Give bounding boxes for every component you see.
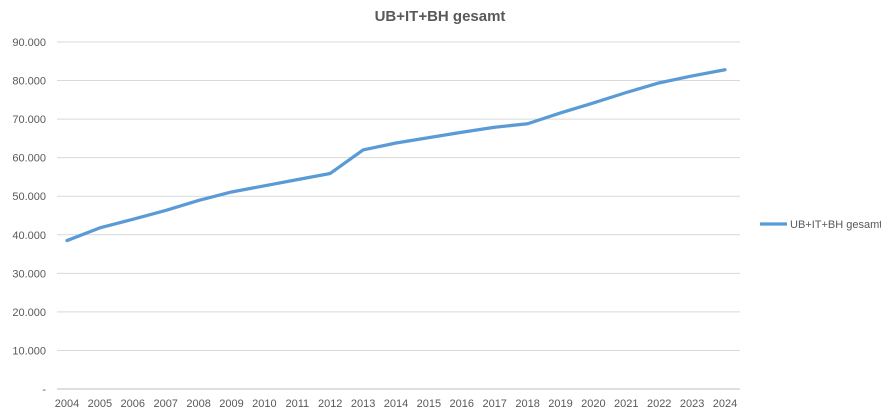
x-axis-tick-label: 2009	[219, 398, 243, 410]
x-axis-tick-label: 2006	[121, 398, 145, 410]
legend: UB+IT+BH gesamt	[760, 219, 881, 231]
x-axis-tick-label: 2021	[614, 398, 638, 410]
x-axis-tick-label: 2014	[384, 398, 408, 410]
x-axis-tick-label: 2019	[548, 398, 572, 410]
legend-label: UB+IT+BH gesamt	[790, 219, 881, 231]
y-axis-labels: - 10.000 20.000 30.000 40.000 50.000 60.000 70.…	[12, 37, 46, 396]
y-axis-tick-label: 90.000	[12, 37, 46, 49]
x-axis-tick-label: 2024	[713, 398, 737, 410]
gridlines	[57, 41, 740, 390]
x-axis-tick-label: 2005	[88, 398, 112, 410]
data-line-ub-it-bh-gesamt	[65, 68, 727, 243]
x-axis-tick-label: 2017	[482, 398, 506, 410]
x-axis-tick-label: 2008	[186, 398, 210, 410]
x-axis-tick-label: 2007	[153, 398, 177, 410]
x-axis-tick-label: 2015	[417, 398, 441, 410]
y-axis-tick-label: 30.000	[12, 268, 46, 280]
chart-title: UB+IT+BH gesamt	[375, 8, 506, 25]
x-axis-tick-label: 2011	[285, 398, 309, 410]
y-axis-tick-label: 10.000	[12, 345, 46, 357]
x-axis-tick-label: 2018	[515, 398, 539, 410]
y-axis-tick-label: 80.000	[12, 76, 46, 88]
x-axis-labels: 2004 2005 2006 2007 2008 2009 2010 2011 2012 2013…	[55, 398, 737, 410]
y-axis-tick-label: -	[42, 384, 46, 396]
y-axis-tick-label: 20.000	[12, 307, 46, 319]
x-axis-tick-label: 2012	[318, 398, 342, 410]
x-axis-tick-label: 2013	[351, 398, 375, 410]
y-axis-tick-label: 60.000	[12, 153, 46, 165]
y-axis-tick-label: 50.000	[12, 191, 46, 203]
x-axis-tick-label: 2016	[450, 398, 474, 410]
x-axis-tick-label: 2010	[252, 398, 276, 410]
x-axis-tick-label: 2023	[680, 398, 704, 410]
x-axis-tick-label: 2022	[647, 398, 671, 410]
x-axis-tick-label: 2004	[55, 398, 79, 410]
x-axis-tick-label: 2020	[581, 398, 605, 410]
y-axis-tick-label: 40.000	[12, 230, 46, 242]
y-axis-tick-label: 70.000	[12, 114, 46, 126]
